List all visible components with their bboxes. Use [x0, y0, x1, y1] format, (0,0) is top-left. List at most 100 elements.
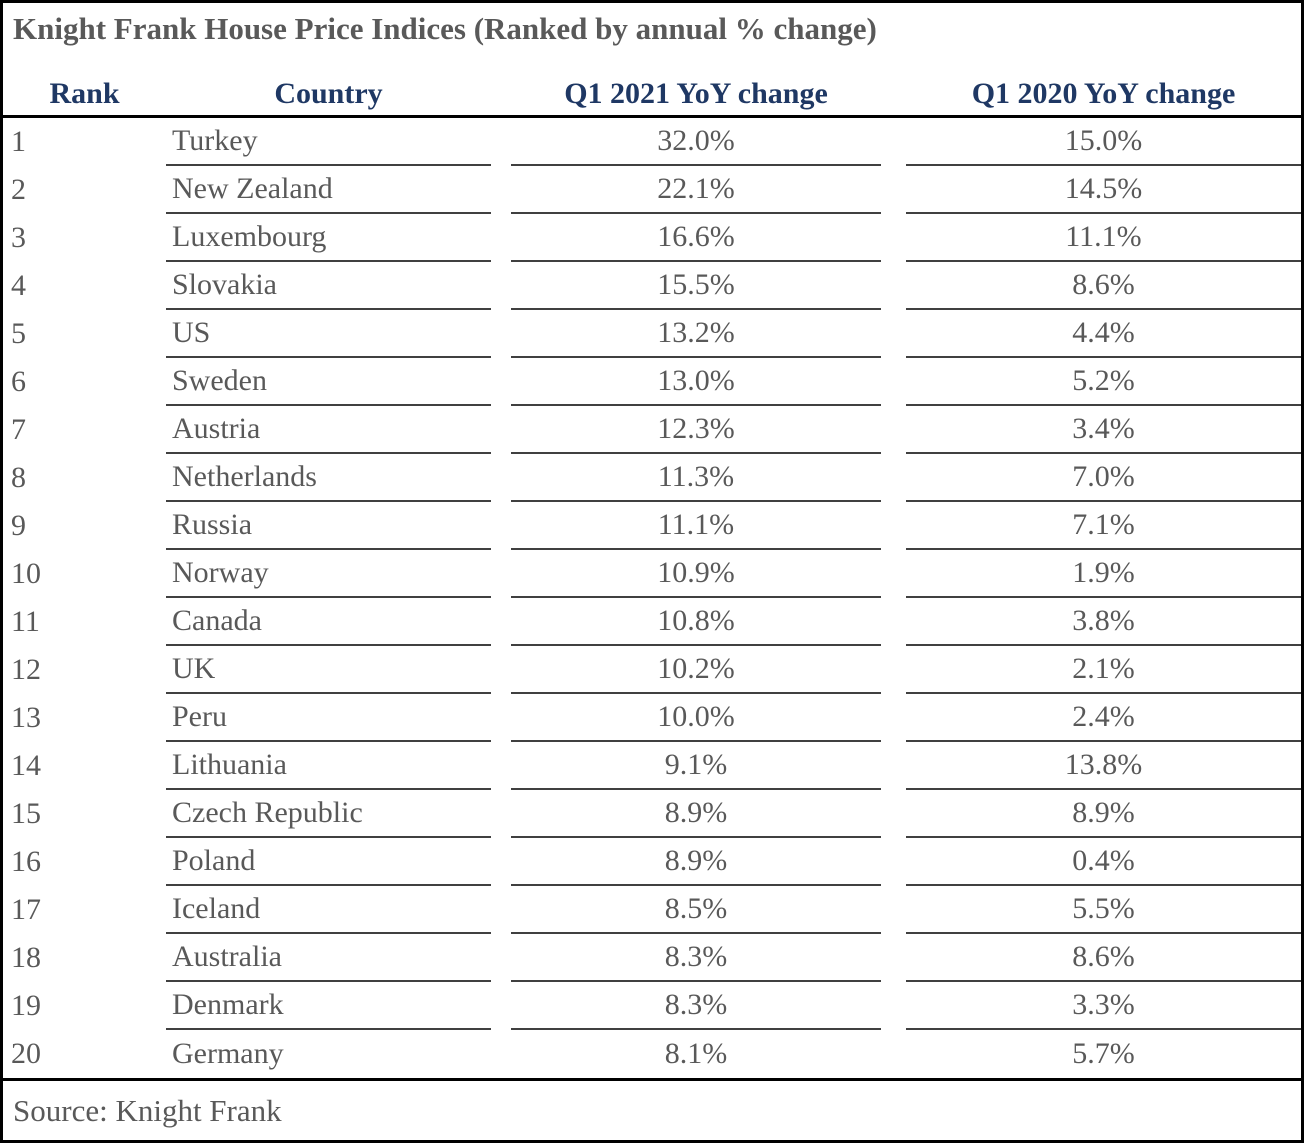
- table-row: 2 New Zealand 22.1% 14.5%: [3, 166, 1301, 214]
- column-spacer: [881, 214, 906, 262]
- q1-2021-cell: 13.2%: [511, 310, 881, 358]
- q1-2021-cell: 8.3%: [511, 982, 881, 1030]
- q1-2021-cell: 8.5%: [511, 886, 881, 934]
- country-cell: Poland: [166, 838, 491, 886]
- column-spacer: [491, 694, 511, 742]
- column-spacer: [491, 550, 511, 598]
- table-row: 11 Canada 10.8% 3.8%: [3, 598, 1301, 646]
- q1-2021-cell: 10.0%: [511, 694, 881, 742]
- column-spacer: [491, 982, 511, 1030]
- q1-2020-cell: 8.6%: [906, 934, 1301, 982]
- column-spacer: [491, 790, 511, 838]
- q1-2020-cell: 2.1%: [906, 646, 1301, 694]
- column-spacer: [881, 1030, 906, 1078]
- country-cell: Norway: [166, 550, 491, 598]
- table-row: 3 Luxembourg 16.6% 11.1%: [3, 214, 1301, 262]
- column-spacer: [491, 77, 511, 111]
- q1-2021-cell: 11.1%: [511, 502, 881, 550]
- rank-cell: 2: [11, 173, 26, 206]
- column-spacer: [491, 214, 511, 262]
- rank-cell: 7: [11, 413, 26, 446]
- rank-cell: 11: [11, 605, 40, 638]
- rank-cell: 15: [11, 797, 41, 830]
- rank-cell: 13: [11, 701, 41, 734]
- table-row: 6 Sweden 13.0% 5.2%: [3, 358, 1301, 406]
- q1-2020-cell: 3.8%: [906, 598, 1301, 646]
- country-cell: Netherlands: [166, 454, 491, 502]
- column-header-q1-2021: Q1 2021 YoY change: [564, 77, 828, 110]
- q1-2020-cell: 5.2%: [906, 358, 1301, 406]
- q1-2021-cell: 8.9%: [511, 838, 881, 886]
- q1-2020-cell: 1.9%: [906, 550, 1301, 598]
- country-cell: Iceland: [166, 886, 491, 934]
- q1-2020-cell: 14.5%: [906, 166, 1301, 214]
- rank-cell: 4: [11, 269, 26, 302]
- country-cell: Lithuania: [166, 742, 491, 790]
- column-spacer: [881, 886, 906, 934]
- rank-cell: 19: [11, 989, 41, 1022]
- column-spacer: [491, 406, 511, 454]
- q1-2021-cell: 9.1%: [511, 742, 881, 790]
- column-spacer: [491, 742, 511, 790]
- country-cell: New Zealand: [166, 166, 491, 214]
- table-row: 7 Austria 12.3% 3.4%: [3, 406, 1301, 454]
- q1-2021-cell: 22.1%: [511, 166, 881, 214]
- q1-2020-cell: 2.4%: [906, 694, 1301, 742]
- q1-2020-cell: 3.3%: [906, 982, 1301, 1030]
- rank-cell: 12: [11, 653, 41, 686]
- column-header-q1-2020: Q1 2020 YoY change: [971, 77, 1236, 110]
- country-cell: Czech Republic: [166, 790, 491, 838]
- table-row: 4 Slovakia 15.5% 8.6%: [3, 262, 1301, 310]
- country-cell: Russia: [166, 502, 491, 550]
- table-title: Knight Frank House Price Indices (Ranked…: [13, 11, 877, 46]
- country-cell: Turkey: [166, 118, 491, 166]
- country-cell: Canada: [166, 598, 491, 646]
- column-spacer: [491, 118, 511, 166]
- country-cell: US: [166, 310, 491, 358]
- country-cell: Denmark: [166, 982, 491, 1030]
- source-label: Source: Knight Frank: [13, 1092, 282, 1128]
- column-spacer: [491, 838, 511, 886]
- q1-2021-cell: 10.2%: [511, 646, 881, 694]
- column-spacer: [881, 310, 906, 358]
- table-body: 1 Turkey 32.0% 15.0% 2 New Zealand 22.1%…: [3, 118, 1301, 1078]
- column-spacer: [881, 838, 906, 886]
- q1-2021-cell: 11.3%: [511, 454, 881, 502]
- rank-cell: 20: [11, 1037, 41, 1070]
- country-cell: UK: [166, 646, 491, 694]
- table-row: 5 US 13.2% 4.4%: [3, 310, 1301, 358]
- table-row: 15 Czech Republic 8.9% 8.9%: [3, 790, 1301, 838]
- rank-cell: 14: [11, 749, 41, 782]
- column-spacer: [881, 262, 906, 310]
- q1-2020-cell: 15.0%: [906, 118, 1301, 166]
- q1-2020-cell: 7.1%: [906, 502, 1301, 550]
- country-cell: Slovakia: [166, 262, 491, 310]
- table-row: 9 Russia 11.1% 7.1%: [3, 502, 1301, 550]
- table-row: 14 Lithuania 9.1% 13.8%: [3, 742, 1301, 790]
- column-spacer: [881, 790, 906, 838]
- column-spacer: [491, 166, 511, 214]
- country-cell: Germany: [172, 1037, 284, 1070]
- table-row: 16 Poland 8.9% 0.4%: [3, 838, 1301, 886]
- rank-cell: 6: [11, 365, 26, 398]
- q1-2021-cell: 8.9%: [511, 790, 881, 838]
- column-spacer: [491, 934, 511, 982]
- q1-2020-cell: 8.9%: [906, 790, 1301, 838]
- q1-2021-cell: 16.6%: [511, 214, 881, 262]
- column-spacer: [881, 742, 906, 790]
- table-header: Knight Frank House Price Indices (Ranked…: [3, 3, 1301, 118]
- q1-2020-cell: 5.7%: [1072, 1037, 1135, 1070]
- rank-cell: 1: [11, 125, 26, 158]
- column-spacer: [491, 310, 511, 358]
- column-spacer: [881, 77, 906, 111]
- q1-2021-cell: 8.1%: [664, 1037, 728, 1070]
- column-spacer: [881, 982, 906, 1030]
- column-spacer: [881, 502, 906, 550]
- q1-2020-cell: 0.4%: [906, 838, 1301, 886]
- country-cell: Austria: [166, 406, 491, 454]
- column-spacer: [881, 406, 906, 454]
- table-row: 12 UK 10.2% 2.1%: [3, 646, 1301, 694]
- rank-cell: 5: [11, 317, 26, 350]
- q1-2021-cell: 32.0%: [511, 118, 881, 166]
